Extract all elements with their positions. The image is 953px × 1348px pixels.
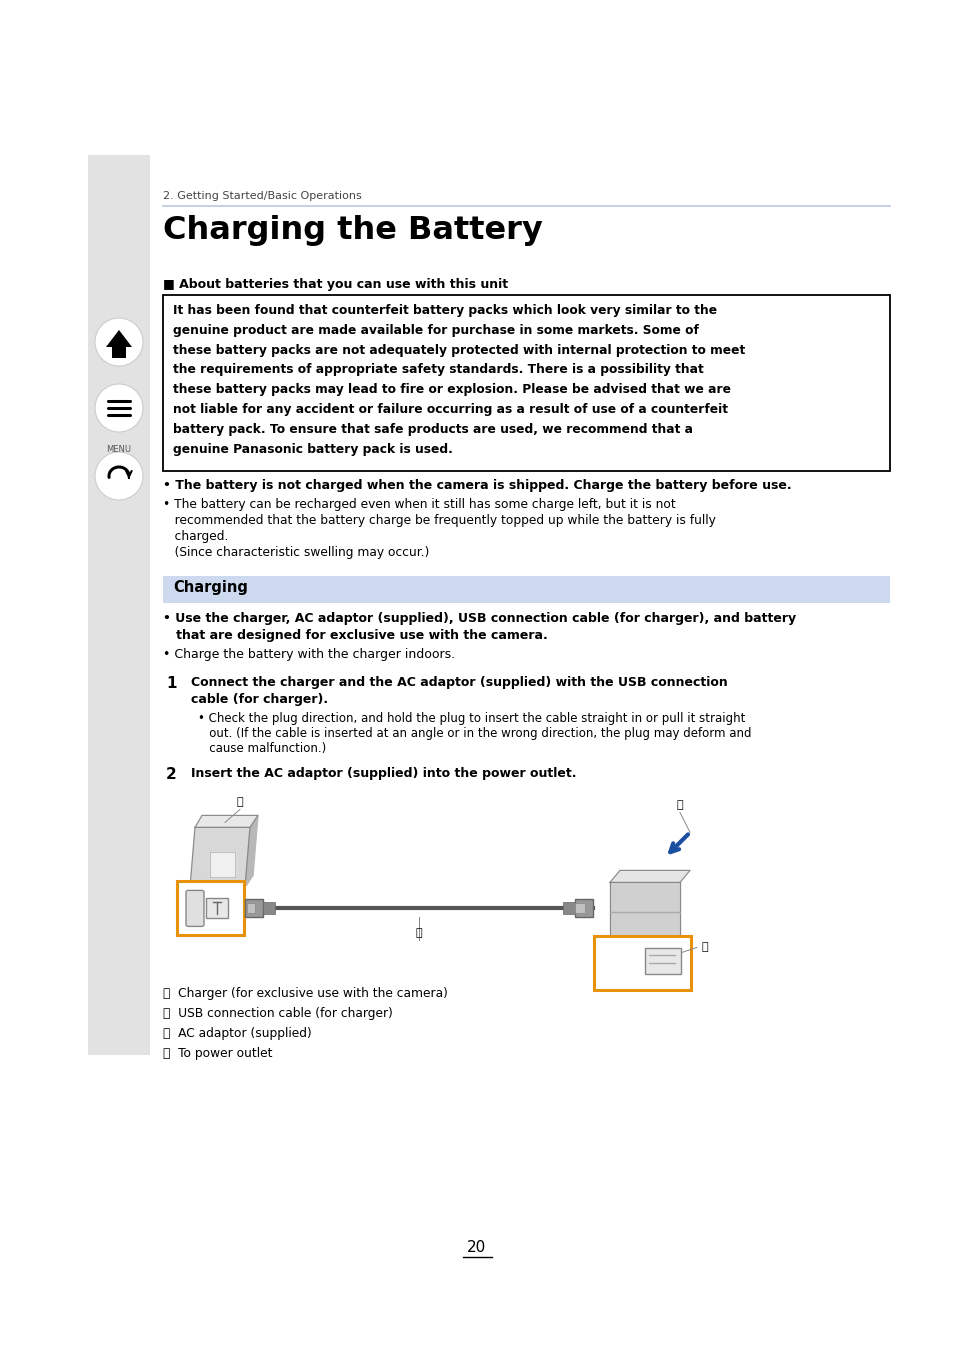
Text: Ⓑ  USB connection cable (for charger): Ⓑ USB connection cable (for charger): [163, 1007, 393, 1020]
Text: (Since characteristic swelling may occur.): (Since characteristic swelling may occur…: [163, 546, 429, 559]
Text: cable (for charger).: cable (for charger).: [191, 693, 328, 706]
Text: 2: 2: [166, 767, 176, 782]
Text: • The battery can be recharged even when it still has some charge left, but it i: • The battery can be recharged even when…: [163, 499, 675, 511]
Circle shape: [95, 384, 143, 431]
Text: that are designed for exclusive use with the camera.: that are designed for exclusive use with…: [163, 630, 547, 643]
Text: Charging: Charging: [172, 581, 248, 596]
FancyBboxPatch shape: [594, 937, 690, 991]
Polygon shape: [245, 816, 257, 887]
FancyBboxPatch shape: [575, 903, 584, 914]
Text: Ⓐ  Charger (for exclusive use with the camera): Ⓐ Charger (for exclusive use with the ca…: [163, 987, 447, 1000]
Text: the requirements of appropriate safety standards. There is a possibility that: the requirements of appropriate safety s…: [172, 364, 703, 376]
Text: • Use the charger, AC adaptor (supplied), USB connection cable (for charger), an: • Use the charger, AC adaptor (supplied)…: [163, 612, 796, 625]
Text: 1: 1: [166, 677, 176, 692]
Text: charged.: charged.: [163, 530, 228, 543]
Circle shape: [95, 452, 143, 500]
Polygon shape: [609, 883, 679, 962]
Text: Ⓑ: Ⓑ: [416, 929, 422, 938]
FancyBboxPatch shape: [245, 899, 263, 918]
FancyBboxPatch shape: [163, 577, 889, 604]
Polygon shape: [609, 871, 689, 883]
FancyBboxPatch shape: [163, 295, 889, 472]
Polygon shape: [106, 330, 132, 346]
FancyBboxPatch shape: [88, 155, 150, 1055]
Text: not liable for any accident or failure occurring as a result of use of a counter: not liable for any accident or failure o…: [172, 403, 727, 417]
Polygon shape: [194, 816, 257, 828]
Polygon shape: [190, 828, 250, 887]
Text: ■ About batteries that you can use with this unit: ■ About batteries that you can use with …: [163, 278, 508, 291]
Text: Ⓓ: Ⓓ: [676, 801, 682, 810]
FancyBboxPatch shape: [562, 902, 575, 914]
FancyBboxPatch shape: [263, 902, 274, 914]
Polygon shape: [210, 852, 234, 878]
Text: Insert the AC adaptor (supplied) into the power outlet.: Insert the AC adaptor (supplied) into th…: [191, 767, 576, 780]
FancyBboxPatch shape: [247, 903, 254, 914]
FancyBboxPatch shape: [177, 882, 244, 936]
Text: genuine Panasonic battery pack is used.: genuine Panasonic battery pack is used.: [172, 442, 453, 456]
FancyBboxPatch shape: [575, 899, 593, 918]
Text: these battery packs may lead to fire or explosion. Please be advised that we are: these battery packs may lead to fire or …: [172, 383, 730, 396]
FancyBboxPatch shape: [186, 891, 204, 926]
Text: battery pack. To ensure that safe products are used, we recommend that a: battery pack. To ensure that safe produc…: [172, 423, 692, 435]
Text: Ⓒ  AC adaptor (supplied): Ⓒ AC adaptor (supplied): [163, 1027, 312, 1041]
Text: recommended that the battery charge be frequently topped up while the battery is: recommended that the battery charge be f…: [163, 515, 715, 527]
FancyBboxPatch shape: [644, 949, 680, 975]
Text: Connect the charger and the AC adaptor (supplied) with the USB connection: Connect the charger and the AC adaptor (…: [191, 677, 727, 689]
FancyBboxPatch shape: [206, 898, 228, 918]
Text: genuine product are made available for purchase in some markets. Some of: genuine product are made available for p…: [172, 324, 699, 337]
Text: • Charge the battery with the charger indoors.: • Charge the battery with the charger in…: [163, 648, 455, 662]
Text: out. (If the cable is inserted at an angle or in the wrong direction, the plug m: out. (If the cable is inserted at an ang…: [198, 728, 751, 740]
Text: Ⓐ: Ⓐ: [236, 798, 243, 807]
Text: 2. Getting Started/Basic Operations: 2. Getting Started/Basic Operations: [163, 191, 361, 201]
Text: • Check the plug direction, and hold the plug to insert the cable straight in or: • Check the plug direction, and hold the…: [198, 712, 744, 725]
Text: It has been found that counterfeit battery packs which look very similar to the: It has been found that counterfeit batte…: [172, 305, 717, 317]
Text: these battery packs are not adequately protected with internal protection to mee: these battery packs are not adequately p…: [172, 344, 744, 357]
Text: • The battery is not charged when the camera is shipped. Charge the battery befo: • The battery is not charged when the ca…: [163, 480, 791, 492]
Text: Ⓓ  To power outlet: Ⓓ To power outlet: [163, 1047, 273, 1061]
Text: 20: 20: [467, 1240, 486, 1255]
Text: Ⓒ: Ⓒ: [701, 942, 707, 953]
Text: Charging the Battery: Charging the Battery: [163, 214, 542, 245]
Text: MENU: MENU: [107, 445, 132, 454]
Text: cause malfunction.): cause malfunction.): [198, 743, 326, 755]
Circle shape: [95, 318, 143, 367]
FancyBboxPatch shape: [112, 346, 126, 359]
